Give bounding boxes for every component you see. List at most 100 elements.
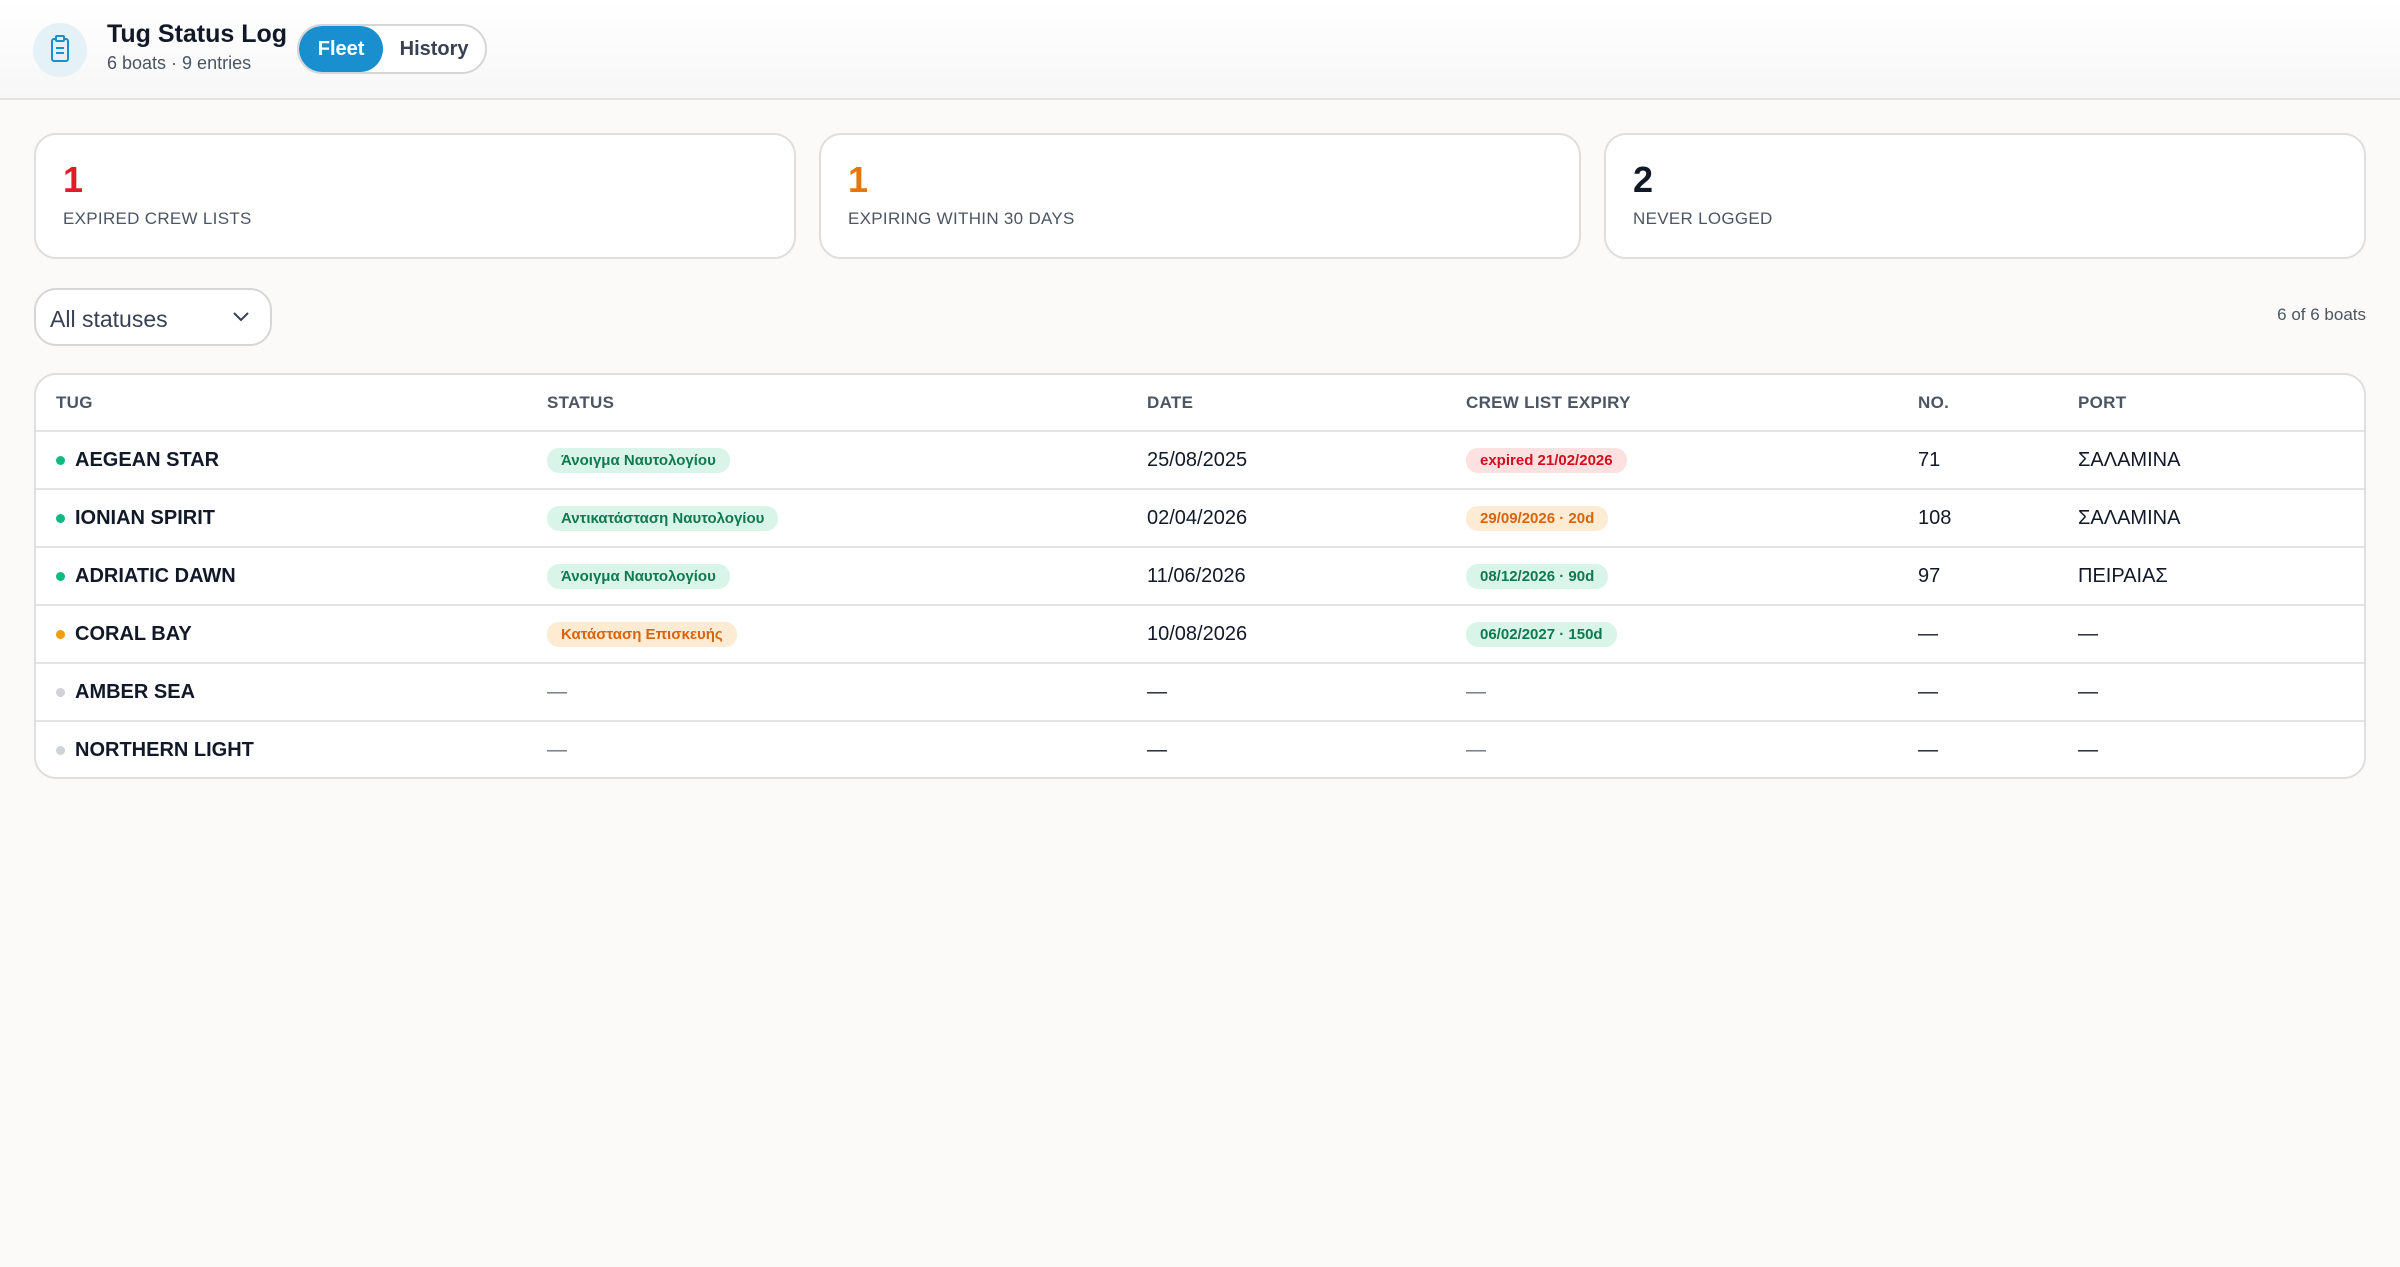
- status-badge: Άνοιγμα Ναυτολογίου: [547, 447, 730, 473]
- cell: —: [1918, 722, 1938, 777]
- cell: CORAL BAY: [56, 606, 192, 662]
- cell: 71: [1918, 432, 1940, 488]
- status-dot: [56, 629, 65, 639]
- stat-value: 1: [63, 159, 84, 200]
- cell: —: [2078, 722, 2098, 777]
- table-row: AMBER SEA — — — — —: [36, 662, 2364, 720]
- expiry-badge: 08/12/2026 · 90d: [1466, 563, 1609, 589]
- status-badge: Κατάσταση Επισκευής: [547, 621, 737, 647]
- stat-card: 1 EXPIRED CREW LISTS: [34, 133, 796, 259]
- cell: Άνοιγμα Ναυτολογίου: [547, 548, 730, 604]
- cell-text: 02/04/2026: [1147, 506, 1248, 529]
- cell: 25/08/2025: [1147, 432, 1247, 488]
- table-row: ADRIATIC DAWN Άνοιγμα Ναυτολογίου 11/06/20…: [36, 546, 2364, 604]
- cell: —: [1466, 664, 1486, 720]
- status-dot: [56, 455, 65, 465]
- cell: 10/08/2026: [1147, 606, 1247, 662]
- row-count: 6 of 6 boats: [2277, 305, 2366, 324]
- cell-text: —: [547, 680, 567, 703]
- stat-card: 2 NEVER LOGGED: [1604, 133, 2366, 259]
- cell: —: [547, 664, 567, 720]
- tug-name: ADRIATIC DAWN: [75, 564, 236, 587]
- cell-text: 11/06/2026: [1147, 564, 1246, 587]
- status-dot: [56, 745, 65, 755]
- cell: AEGEAN STAR: [56, 432, 219, 488]
- stat-label: EXPIRING WITHIN 30 DAYS: [848, 209, 1075, 228]
- tug-name: CORAL BAY: [75, 622, 192, 645]
- cell-text: —: [1147, 738, 1167, 761]
- cell-text: —: [1918, 738, 1938, 761]
- tug-name: AMBER SEA: [75, 680, 196, 703]
- cell-text: ΠΕΙΡΑΙΑΣ: [2078, 564, 2168, 587]
- column-header: PORT: [2078, 392, 2127, 412]
- cell-text: ΣΑΛΑΜΙΝΑ: [2078, 448, 2181, 471]
- tug-name: NORTHERN LIGHT: [75, 738, 254, 761]
- title: Tug Status Log: [107, 20, 288, 48]
- cell-text: 10/08/2026: [1147, 622, 1248, 645]
- cell: —: [1147, 722, 1167, 777]
- cell: 11/06/2026: [1147, 548, 1246, 604]
- column-header: TUG: [56, 392, 93, 412]
- status-dot: [56, 571, 65, 581]
- cell-text: —: [1147, 680, 1167, 703]
- cell: 08/12/2026 · 90d: [1466, 548, 1609, 604]
- cell-text: 108: [1918, 506, 1952, 529]
- cell-text: 71: [1918, 448, 1941, 471]
- cell-text: —: [1918, 680, 1938, 703]
- tab[interactable]: History: [399, 37, 469, 60]
- cell-text: —: [2078, 738, 2098, 761]
- cell: 02/04/2026: [1147, 490, 1247, 546]
- cell: —: [547, 722, 567, 777]
- cell-text: —: [1918, 622, 1938, 645]
- cell-text: —: [2078, 680, 2098, 703]
- cell: ΣΑΛΑΜΙΝΑ: [2078, 432, 2180, 488]
- cell: Αντικατάσταση Ναυτολογίου: [547, 490, 779, 546]
- tug-name: AEGEAN STAR: [75, 448, 220, 471]
- column-header: STATUS: [547, 392, 615, 412]
- app-icon: [33, 23, 87, 77]
- stat-card: 1 EXPIRING WITHIN 30 DAYS: [819, 133, 1581, 259]
- expiry-badge: 06/02/2027 · 150d: [1466, 621, 1617, 647]
- status-filter[interactable]: All statuses: [34, 288, 272, 346]
- cell-text: 25/08/2025: [1147, 448, 1248, 471]
- column-header: NO.: [1918, 392, 1950, 412]
- cell: NORTHERN LIGHT: [56, 722, 254, 777]
- cell-text: —: [2078, 622, 2098, 645]
- filter-value: All statuses: [50, 306, 168, 332]
- cell: ΠΕΙΡΑΙΑΣ: [2078, 548, 2168, 604]
- cell: 108: [1918, 490, 1951, 546]
- status-dot: [56, 513, 65, 523]
- chevron: [233, 312, 249, 322]
- cell-text: ΣΑΛΑΜΙΝΑ: [2078, 506, 2181, 529]
- cell: —: [2078, 664, 2098, 720]
- cell: —: [1466, 722, 1486, 777]
- cell: 97: [1918, 548, 1940, 604]
- table-row: CORAL BAY Κατάσταση Επισκευής 10/08/2026 06…: [36, 604, 2364, 662]
- cell-text: —: [547, 738, 567, 761]
- status-dot: [56, 687, 65, 697]
- subtitle: 6 boats · 9 entries: [107, 53, 252, 73]
- stat-label: EXPIRED CREW LISTS: [63, 209, 252, 228]
- status-badge: Άνοιγμα Ναυτολογίου: [547, 563, 730, 589]
- column-header: CREW LIST EXPIRY: [1466, 392, 1631, 412]
- expiry-badge: 29/09/2026 · 20d: [1466, 505, 1609, 531]
- table-row: IONIAN SPIRIT Αντικατάσταση Ναυτολογίου 02…: [36, 488, 2364, 546]
- cell: —: [1918, 664, 1938, 720]
- cell-text: —: [1466, 680, 1486, 703]
- tab[interactable]: Fleet: [299, 26, 384, 72]
- fleet-table: TUG STATUS DATE CREW LIST EXPIRY NO. PORT AEGE…: [34, 373, 2366, 779]
- cell: ADRIATIC DAWN: [56, 548, 236, 604]
- cell: AMBER SEA: [56, 664, 195, 720]
- cell: Κατάσταση Επισκευής: [547, 606, 737, 662]
- cell: —: [1918, 606, 1938, 662]
- stat-value: 1: [848, 159, 869, 200]
- stat-value: 2: [1633, 159, 1654, 200]
- table-row: NORTHERN LIGHT — — — — —: [36, 720, 2364, 777]
- cell: ΣΑΛΑΜΙΝΑ: [2078, 490, 2180, 546]
- cell: 29/09/2026 · 20d: [1466, 490, 1609, 546]
- cell: expired 21/02/2026: [1466, 432, 1627, 488]
- cell: IONIAN SPIRIT: [56, 490, 215, 546]
- table-row: AEGEAN STAR Άνοιγμα Ναυτολογίου 25/08/2025…: [36, 430, 2364, 488]
